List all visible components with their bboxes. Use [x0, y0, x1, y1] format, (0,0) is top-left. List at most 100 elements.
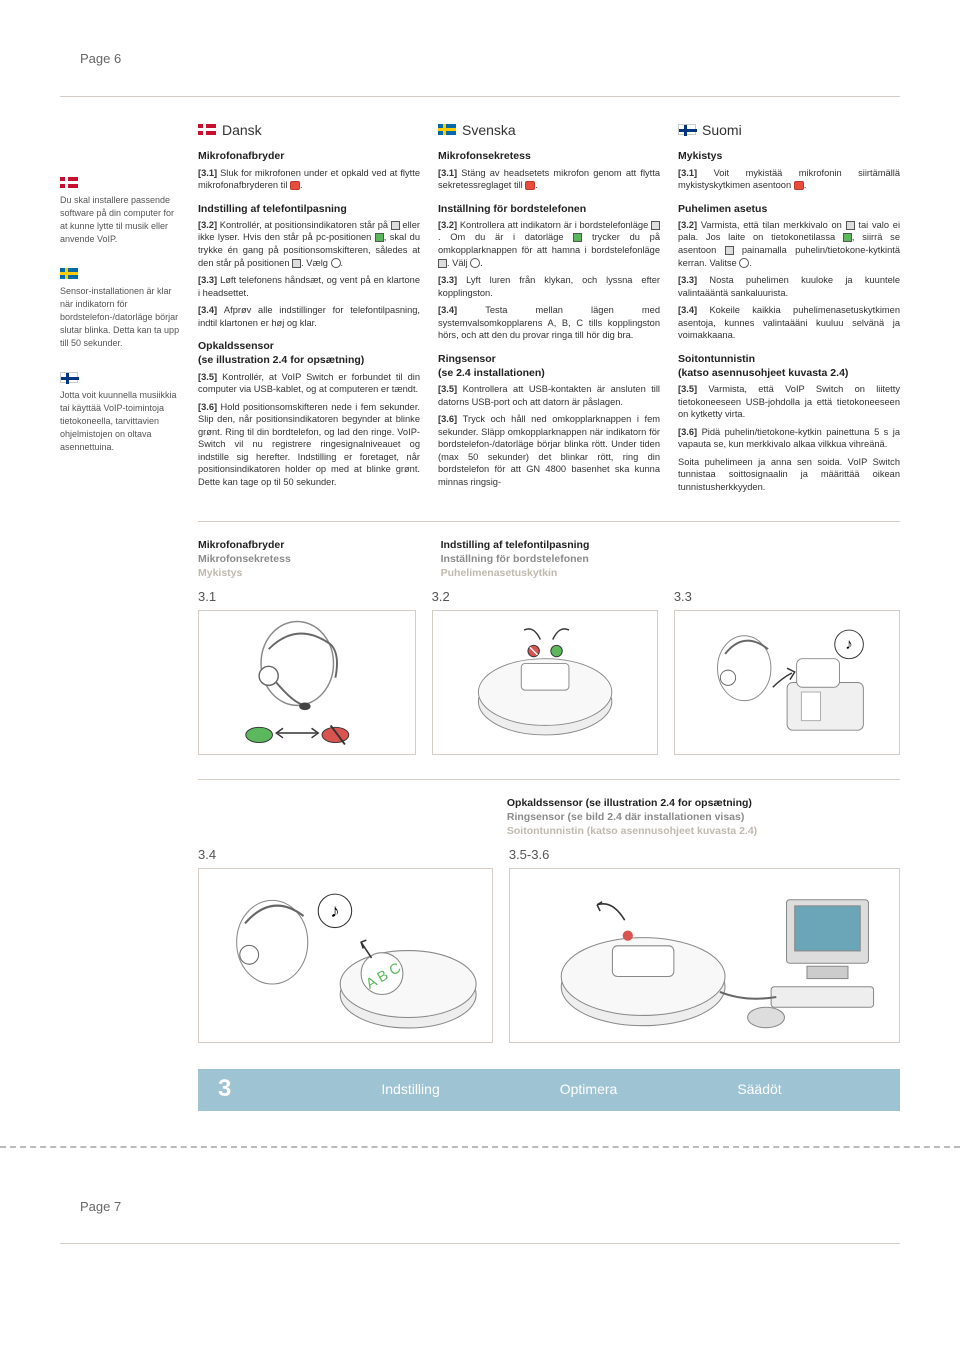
para: [3.1] Voit mykistää mikrofonin siirtämäl… — [678, 167, 900, 192]
figure-number: 3.3 — [674, 588, 900, 606]
page-break — [0, 1146, 960, 1148]
illustration: ♪A B C — [198, 868, 493, 1043]
page-7: Page 7 — [60, 1178, 900, 1245]
heading: Opkaldssensor(se illustration 2.4 for op… — [198, 339, 420, 367]
svg-text:♪: ♪ — [845, 636, 853, 653]
flag-dk-icon — [198, 124, 216, 135]
col-svenska: Svenska Mikrofonsekretess [3.1] Stäng av… — [438, 121, 660, 499]
para: Soita puhelimeen ja anna sen soida. VoIP… — [678, 456, 900, 494]
para: [3.5] Kontrollér, at VoIP Switch er forb… — [198, 371, 420, 396]
pc-mode-icon — [843, 233, 852, 242]
para: [3.3] Nosta puhelimen kuuloke ja kuuntel… — [678, 274, 900, 299]
para: [3.2] Kontrollera att indikatorn är i bo… — [438, 219, 660, 269]
heading: Indstilling af telefontilpasning — [198, 202, 420, 216]
divider — [60, 96, 900, 97]
heading: Mikrofonsekretess — [438, 149, 660, 163]
phone-mode-icon — [725, 246, 734, 255]
figure-number: 3.5-3.6 — [509, 846, 900, 864]
select-icon — [739, 258, 749, 268]
para: [3.2] Kontrollér, at positionsindikatore… — [198, 219, 420, 269]
para: [3.1] Stäng av headsetets mikrofon genom… — [438, 167, 660, 192]
para: [3.6] Tryck och håll ned omkopplarknappe… — [438, 413, 660, 488]
footer-dk: Indstilling — [381, 1080, 439, 1099]
heading: Inställning för bordstelefonen — [438, 202, 660, 216]
heading: Mykistys — [678, 149, 900, 163]
heading: Puhelimen asetus — [678, 202, 900, 216]
para: [3.2] Varmista, että tilan merkkivalo on… — [678, 219, 900, 269]
para: [3.4] Afprøv alle indstillinger for tele… — [198, 304, 420, 329]
col-dansk: Dansk Mikrofonafbryder [3.1] Sluk for mi… — [198, 121, 420, 499]
figure-3-4: 3.4 ♪A B C — [198, 846, 493, 1043]
col-suomi: Suomi Mykistys [3.1] Voit mykistää mikro… — [678, 121, 900, 499]
sidebar-se-text: Sensor-installationen är klar när indika… — [60, 286, 179, 348]
illustration — [432, 610, 658, 755]
caption-fi: Soitontunnistin (katso asennusohjeet kuv… — [507, 824, 900, 838]
lang-name-fi: Suomi — [702, 121, 742, 140]
heading: Mikrofonafbryder — [198, 149, 420, 163]
lang-name-se: Svenska — [462, 121, 516, 140]
mute-icon — [290, 181, 300, 190]
para: [3.3] Lyft luren från klykan, och lyssna… — [438, 274, 660, 299]
sidebar-note-se: Sensor-installationen är klar när indika… — [60, 268, 180, 350]
caption-dk: Indstilling af telefontilpasning — [441, 538, 900, 552]
select-icon — [331, 258, 341, 268]
footer-bar: 3 Indstilling Optimera Säädöt — [198, 1069, 900, 1111]
phone-mode-icon — [651, 221, 660, 230]
sidebar-note-dk: Du skal installere passende software på … — [60, 177, 180, 246]
svg-text:♪: ♪ — [330, 900, 339, 921]
flag-se-icon — [438, 124, 456, 135]
phone-mode-icon — [846, 221, 855, 230]
select-icon — [470, 258, 480, 268]
footer-number: 3 — [218, 1073, 231, 1105]
flag-fi-icon — [60, 372, 78, 383]
footer-fi: Säädöt — [737, 1080, 781, 1099]
para: [3.4] Kokeile kaikkia puhelimenasetuskyt… — [678, 304, 900, 342]
caption-fi: Puhelimenasetuskytkin — [441, 566, 900, 580]
figure-3-1: 3.1 — [198, 588, 416, 755]
caption-fi: Mykistys — [198, 566, 423, 580]
figure-3-5-3-6: 3.5-3.6 — [509, 846, 900, 1043]
page-label: Page 7 — [80, 1198, 900, 1216]
sidebar-fi-text: Jotta voit kuunnella musiikkia tai käytt… — [60, 390, 177, 452]
caption-group: Opkaldssensor (se illustration 2.4 for o… — [507, 796, 900, 839]
figure-number: 3.1 — [198, 588, 416, 606]
caption-dk: Mikrofonafbryder — [198, 538, 423, 552]
phone-mode-icon — [391, 221, 400, 230]
language-columns: Dansk Mikrofonafbryder [3.1] Sluk for mi… — [198, 121, 900, 499]
illustration-section-1: Mikrofonafbryder Mikrofonsekretess Mykis… — [198, 521, 900, 780]
illustration-section-2: Opkaldssensor (se illustration 2.4 for o… — [198, 780, 900, 1043]
figure-number: 3.2 — [432, 588, 658, 606]
sidebar-note-fi: Jotta voit kuunnella musiikkia tai käytt… — [60, 372, 180, 454]
para: [3.1] Sluk for mikrofonen under et opkal… — [198, 167, 420, 192]
phone-mode-icon — [292, 259, 301, 268]
lang-header-dk: Dansk — [198, 121, 420, 140]
divider — [60, 1243, 900, 1244]
caption-group: Mikrofonafbryder Mikrofonsekretess Mykis… — [198, 538, 423, 581]
pc-mode-icon — [375, 233, 384, 242]
flag-se-icon — [60, 268, 78, 279]
flag-fi-icon — [678, 124, 696, 135]
para: [3.6] Hold positionsomskifteren nede i f… — [198, 401, 420, 489]
caption-se: Mikrofonsekretess — [198, 552, 423, 566]
figure-3-3: 3.3 ♪ — [674, 588, 900, 755]
phone-mode-icon — [438, 259, 447, 268]
flag-dk-icon — [60, 177, 78, 188]
mute-icon — [525, 181, 535, 190]
para: [3.4] Testa mellan lägen med systemvalso… — [438, 304, 660, 342]
illustration: ♪ — [674, 610, 900, 755]
caption-dk: Opkaldssensor (se illustration 2.4 for o… — [507, 796, 900, 810]
para: [3.5] Varmista, että VoIP Switch on liit… — [678, 383, 900, 421]
mute-icon — [794, 181, 804, 190]
pc-mode-icon — [573, 233, 582, 242]
sidebar: Du skal installere passende software på … — [60, 121, 180, 1111]
caption-group: Indstilling af telefontilpasning Inställ… — [441, 538, 900, 581]
lang-name-dk: Dansk — [222, 121, 262, 140]
illustration — [198, 610, 416, 755]
caption-se: Ringsensor (se bild 2.4 där installation… — [507, 810, 900, 824]
para: [3.6] Pidä puhelin/tietokone-kytkin pain… — [678, 426, 900, 451]
lang-header-fi: Suomi — [678, 121, 900, 140]
main-content: Du skal installere passende software på … — [60, 121, 900, 1111]
figure-3-2: 3.2 — [432, 588, 658, 755]
page-label: Page 6 — [80, 50, 900, 68]
lang-header-se: Svenska — [438, 121, 660, 140]
